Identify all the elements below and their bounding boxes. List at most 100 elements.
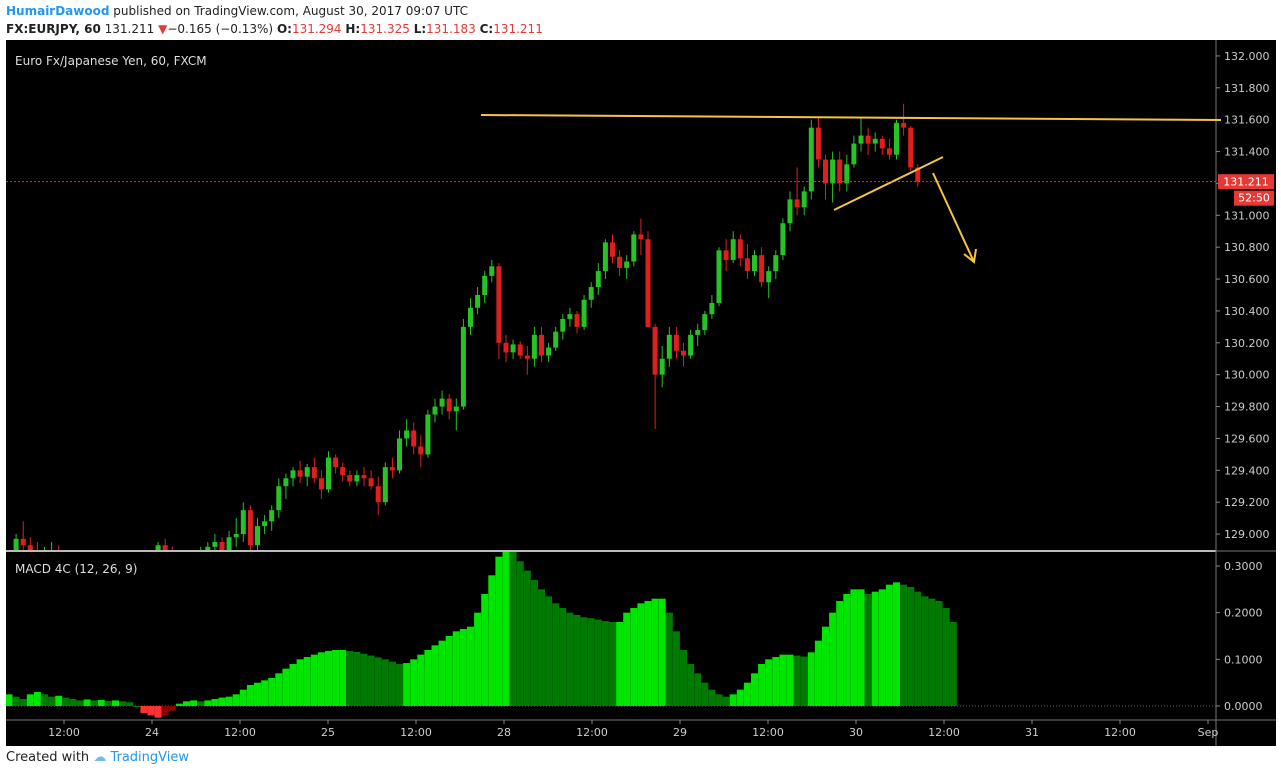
macd-bar	[282, 668, 290, 706]
high-label: H:	[345, 22, 361, 36]
candle-body	[262, 521, 268, 527]
price-tick-label: 129.000	[1224, 528, 1270, 541]
resistance-trendline[interactable]	[480, 114, 1222, 121]
macd-bar	[140, 706, 148, 713]
candle-body	[702, 314, 708, 331]
candle-body	[453, 406, 459, 412]
candle-body	[752, 255, 757, 272]
candle-body	[482, 275, 488, 295]
candle-body	[624, 261, 630, 268]
macd-bar	[566, 612, 574, 706]
candle-body	[787, 199, 793, 224]
macd-bar	[161, 706, 169, 716]
macd-bar	[346, 650, 354, 706]
chart-container[interactable]: 132.000131.800131.600131.400131.200131.0…	[6, 40, 1276, 746]
macd-bar	[19, 699, 27, 706]
candle-body	[13, 538, 19, 550]
macd-bar	[133, 706, 141, 707]
candle-body	[162, 545, 168, 550]
macd-bar	[97, 699, 105, 706]
candle-body	[808, 127, 814, 192]
candle-body	[872, 138, 878, 144]
macd-bar	[275, 673, 283, 706]
candle-body	[915, 167, 921, 182]
time-tick-label: 12:00	[48, 726, 80, 739]
candle-body	[276, 486, 282, 511]
macd-bar	[850, 589, 858, 706]
macd-bar	[538, 589, 545, 706]
macd-bar	[410, 659, 418, 706]
macd-bar	[516, 561, 524, 706]
price-tick-label: 130.400	[1224, 305, 1270, 318]
chart-svg[interactable]: 132.000131.800131.600131.400131.200131.0…	[6, 40, 1276, 746]
tradingview-link[interactable]: TradingView	[110, 750, 189, 765]
macd-bar	[296, 659, 304, 706]
last-price-badge	[1218, 174, 1274, 190]
macd-bar	[381, 659, 389, 706]
macd-bar	[729, 694, 737, 706]
low-label: L:	[413, 22, 427, 36]
macd-bar	[204, 700, 212, 706]
macd-bar	[374, 657, 382, 706]
macd-bar	[90, 700, 98, 706]
macd-bar	[743, 682, 751, 706]
candle-body	[681, 350, 686, 356]
candle-body	[382, 467, 388, 503]
macd-bar	[112, 700, 119, 706]
macd-bar	[325, 650, 332, 706]
macd-bar	[310, 654, 318, 706]
candle-body	[375, 486, 381, 503]
macd-bar	[317, 652, 325, 706]
macd-bar	[459, 629, 467, 706]
arrow-head[interactable]	[963, 248, 977, 264]
time-tick-label: 28	[497, 726, 511, 739]
macd-bar	[751, 673, 758, 706]
macd-bar	[942, 608, 950, 706]
price-pane[interactable]	[6, 40, 1216, 550]
macd-bar	[190, 700, 198, 706]
price-tick-label: 130.800	[1224, 241, 1270, 254]
author-link[interactable]: HumairDawood	[6, 4, 110, 18]
price-axis[interactable]	[1216, 40, 1276, 720]
time-axis[interactable]	[6, 720, 1276, 746]
candle-body	[673, 334, 679, 351]
macd-bar	[935, 601, 943, 706]
macd-bar	[772, 657, 780, 706]
candle-body	[886, 148, 892, 155]
macd-bar	[857, 589, 865, 706]
candle-body	[326, 457, 331, 490]
macd-bar	[168, 706, 176, 711]
macd-bar	[914, 591, 922, 706]
macd-bar	[509, 552, 517, 706]
price-tick-label: 129.600	[1224, 432, 1270, 445]
candle-body	[503, 342, 509, 353]
macd-bar	[12, 696, 20, 706]
macd-bar	[126, 702, 134, 706]
macd-bar	[353, 651, 361, 706]
macd-bar	[907, 587, 915, 706]
macd-bar	[786, 654, 794, 706]
candle-body	[247, 510, 253, 546]
macd-bar	[680, 650, 687, 706]
macd-bar	[431, 645, 439, 706]
price-tick-label: 130.200	[1224, 337, 1270, 350]
macd-bar	[225, 696, 233, 706]
arrow-shaft[interactable]	[932, 172, 975, 263]
macd-bar	[672, 631, 680, 706]
candle-body	[574, 314, 580, 327]
countdown-text: 52:50	[1238, 192, 1270, 205]
time-tick-label: 12:00	[576, 726, 608, 739]
macd-bar	[445, 636, 453, 706]
macd-bar	[807, 652, 815, 706]
macd-bar	[949, 622, 957, 706]
candle-body	[524, 355, 530, 359]
support-trendline[interactable]	[833, 156, 944, 211]
macd-bar	[928, 598, 936, 706]
candle-body	[766, 271, 772, 283]
macd-bar	[722, 696, 730, 706]
macd-bar	[474, 612, 482, 706]
time-tick-label: 12:00	[1104, 726, 1136, 739]
macd-bar	[396, 664, 403, 706]
candle-body	[588, 287, 594, 300]
time-tick-label: 30	[849, 726, 863, 739]
